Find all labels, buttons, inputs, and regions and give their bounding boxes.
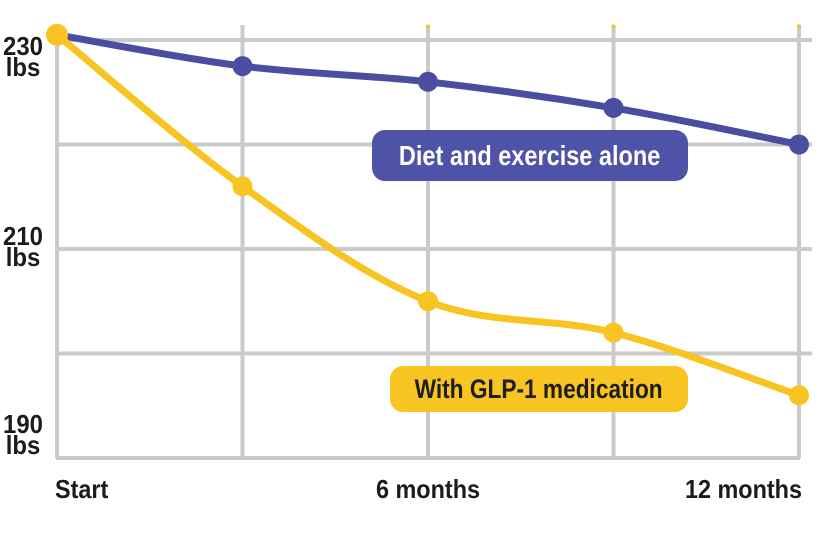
data-point-glp1-0mo — [46, 23, 68, 46]
series-label-text: Diet and exercise alone — [399, 139, 661, 171]
y-tick-190lbs: 190 lbs — [0, 409, 46, 460]
y-tick-value: 190 — [3, 409, 43, 439]
data-point-diet-exercise-9mo — [603, 97, 624, 118]
y-tick-unit: lbs — [5, 430, 41, 460]
x-tick-start: Start — [55, 474, 109, 504]
gridline-top-accent — [796, 24, 802, 29]
x-tick-12-months: 12 months — [684, 474, 802, 504]
series-label-glp1: With GLP-1 medication — [390, 366, 688, 412]
y-tick-230lbs: 230 lbs — [0, 31, 46, 82]
y-tick-unit: lbs — [5, 242, 41, 272]
data-point-glp1-3mo — [232, 176, 253, 197]
data-point-glp1-9mo — [603, 322, 624, 343]
gridline-top-accent — [425, 24, 431, 29]
data-point-glp1-12mo — [789, 385, 809, 406]
y-tick-value: 210 — [3, 221, 43, 251]
y-tick-value: 230 — [3, 31, 43, 61]
data-point-diet-exercise-12mo — [789, 134, 809, 155]
data-point-diet-exercise-6mo — [418, 71, 438, 92]
gridline-top-accent — [611, 24, 616, 29]
y-tick-210lbs: 210 lbs — [0, 221, 46, 272]
series-label-diet-exercise: Diet and exercise alone — [372, 130, 688, 181]
data-point-glp1-6mo — [418, 291, 438, 312]
y-tick-unit: lbs — [5, 52, 41, 82]
data-point-diet-exercise-3mo — [232, 56, 253, 77]
series-label-text: With GLP-1 medication — [414, 373, 664, 404]
x-tick-6-months: 6 months — [375, 474, 481, 504]
